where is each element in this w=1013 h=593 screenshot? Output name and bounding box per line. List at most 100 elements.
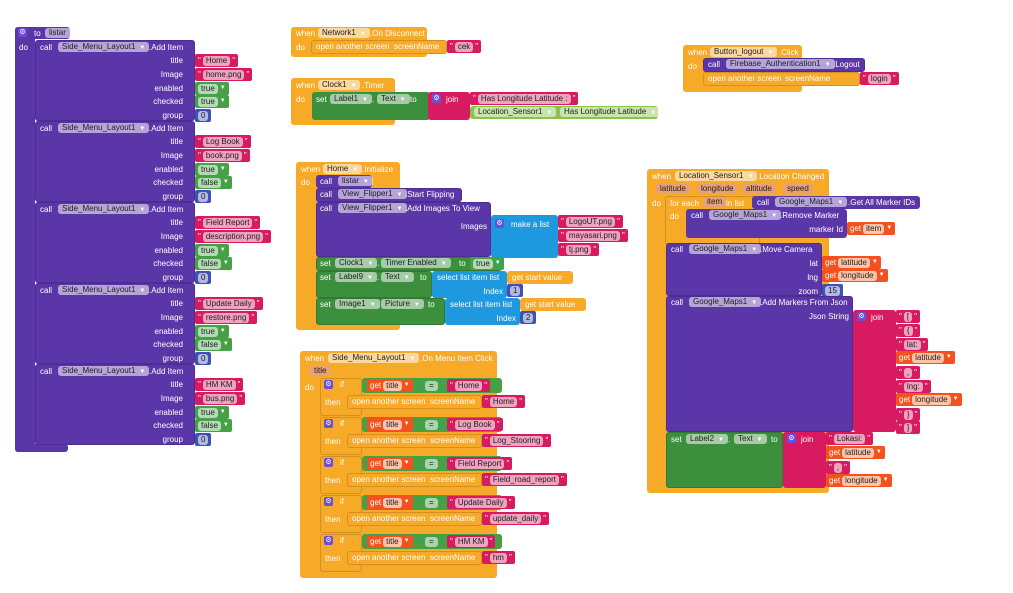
component-dropdown[interactable]: Side_Menu_Layout1 ▼ (58, 366, 150, 376)
text-literal[interactable]: " restore.png " (195, 311, 258, 324)
literal-value[interactable]: LogoUT.png (565, 216, 615, 227)
literal-value[interactable]: lng: (903, 381, 923, 392)
component-dropdown[interactable]: Side_Menu_Layout1 ▼ (58, 204, 150, 214)
number-value[interactable]: 0 (198, 272, 209, 283)
event-parameter[interactable]: longitude (697, 184, 738, 194)
get-variable-block[interactable]: get longitude ▼ (896, 393, 962, 406)
component-dropdown[interactable]: Google_Maps1 ▼ (689, 297, 762, 307)
equals-dropdown[interactable]: = (425, 537, 438, 547)
variable-name[interactable]: longitude (912, 394, 951, 405)
text-literal[interactable]: ", " (896, 366, 920, 379)
text-literal[interactable]: " home.png " (195, 68, 253, 81)
get-variable-block[interactable]: get latitude ▼ (826, 446, 885, 459)
equals-dropdown[interactable]: = (425, 420, 438, 430)
boolean-block[interactable]: false ▼ (195, 419, 232, 432)
equals-dropdown[interactable]: = (425, 459, 438, 469)
boolean-block[interactable]: true ▼ (195, 163, 229, 176)
component-dropdown[interactable]: Firebase_Authentication1 ▼ (726, 59, 835, 69)
open-screen-block[interactable] (347, 434, 482, 448)
text-literal[interactable]: " Home " (447, 379, 491, 392)
mutator-gear-icon[interactable]: ⚙ (18, 28, 27, 37)
literal-value[interactable]: , (903, 367, 913, 378)
property-dropdown[interactable]: Text ▼ (734, 434, 767, 444)
get-variable-block[interactable]: get latitude ▼ (896, 351, 955, 364)
literal-value[interactable]: } (903, 409, 913, 420)
event-parameter[interactable]: speed (783, 184, 813, 194)
number-block[interactable]: 2 (520, 311, 537, 324)
procedure-footer[interactable] (15, 444, 68, 452)
equals-dropdown[interactable]: = (425, 381, 438, 391)
get-start-value-block[interactable] (507, 271, 573, 284)
boolean-block[interactable]: false ▼ (195, 338, 232, 351)
property-dropdown[interactable]: Timer Enabled ▼ (381, 258, 451, 268)
number-block[interactable]: 0 (195, 352, 212, 365)
text-literal[interactable]: " Update Daily " (447, 496, 515, 509)
text-literal[interactable]: "] " (896, 421, 920, 434)
boolean-block[interactable]: true ▼ (195, 406, 229, 419)
boolean-block[interactable]: true ▼ (195, 95, 229, 108)
variable-name[interactable]: longitude (838, 270, 877, 281)
literal-value[interactable]: book.png (202, 150, 242, 161)
text-literal[interactable]: " HM KM " (195, 378, 244, 391)
get-variable-block[interactable]: get longitude ▼ (822, 269, 888, 282)
add-item-call-block[interactable] (35, 283, 195, 364)
literal-value[interactable]: hm (489, 552, 507, 563)
text-literal[interactable]: " cek " (447, 40, 482, 53)
mutator-gear-icon[interactable]: ⚙ (787, 434, 796, 443)
procedure-dropdown[interactable]: listar ▼ (338, 176, 373, 186)
number-value[interactable]: 0 (198, 353, 209, 364)
literal-value[interactable]: Update Daily (202, 298, 255, 309)
variable-name[interactable]: longitude (842, 475, 881, 486)
open-screen-block[interactable] (311, 40, 447, 54)
component-dropdown[interactable]: Google_Maps1 ▼ (709, 210, 782, 220)
text-literal[interactable]: " Has Longitude Latitude : " (470, 92, 579, 105)
text-literal[interactable]: "{" (896, 324, 921, 337)
component-dropdown[interactable]: Side_Menu_Layout1 ▼ (58, 42, 150, 52)
get-variable-block[interactable]: get latitude ▼ (822, 256, 881, 269)
component-dropdown[interactable]: Google_Maps1 ▼ (775, 197, 848, 207)
literal-value[interactable]: tj.png (565, 244, 592, 255)
select-list-item-block[interactable] (432, 271, 507, 298)
boolean-value[interactable]: false (198, 420, 221, 431)
literal-value[interactable]: Has Longitude Latitude : (477, 93, 571, 104)
component-dropdown[interactable]: Image1 ▼ (335, 299, 380, 309)
number-block[interactable]: 1 (507, 284, 524, 297)
number-block[interactable]: 0 (195, 109, 212, 122)
literal-value[interactable]: Field Report (202, 217, 253, 228)
literal-value[interactable]: Field_road_report (489, 474, 559, 485)
literal-value[interactable]: Home (489, 396, 518, 407)
text-literal[interactable]: " description.png " (195, 230, 271, 243)
text-literal[interactable]: " login " (860, 72, 899, 85)
boolean-block[interactable]: false ▼ (195, 257, 232, 270)
property-dropdown[interactable]: Has Longitude Latitude ▼ (560, 107, 661, 117)
literal-value[interactable]: { (903, 325, 913, 336)
literal-value[interactable]: bus.png (202, 393, 238, 404)
open-screen-block[interactable] (347, 473, 482, 487)
text-literal[interactable]: " Field Report " (447, 457, 513, 470)
variable-name[interactable]: title (383, 497, 402, 508)
literal-value[interactable]: Log_Stooring (489, 435, 544, 446)
boolean-value[interactable]: false (198, 258, 221, 269)
component-dropdown[interactable]: View_Flipper1 ▼ (338, 189, 407, 199)
number-value[interactable]: 0 (198, 191, 209, 202)
boolean-value[interactable]: true (198, 83, 218, 94)
text-literal[interactable]: ", " (826, 461, 850, 474)
add-item-call-block[interactable] (35, 40, 195, 121)
component-dropdown[interactable]: Side_Menu_Layout1 ▼ (58, 285, 150, 295)
open-screen-block[interactable] (347, 395, 482, 409)
get-variable-block[interactable]: get longitude ▼ (826, 474, 892, 487)
boolean-value[interactable]: true (198, 407, 218, 418)
number-value[interactable]: 2 (523, 312, 534, 323)
event-parameter[interactable]: latitude (656, 184, 690, 194)
boolean-value[interactable]: false (198, 339, 221, 350)
mutator-gear-icon[interactable]: ⚙ (324, 497, 333, 506)
text-literal[interactable]: " LogoUT.png " (558, 215, 623, 228)
text-literal[interactable]: " book.png " (195, 149, 250, 162)
text-literal[interactable]: " update_daily " (482, 512, 550, 525)
event-parameter[interactable]: altitude (742, 184, 776, 194)
number-block[interactable]: 0 (195, 271, 212, 284)
literal-value[interactable]: mayasari.png (565, 230, 620, 241)
variable-name[interactable]: latitude (912, 352, 944, 363)
event-parameter[interactable]: title (310, 366, 331, 376)
property-dropdown[interactable]: Text ▼ (381, 272, 414, 282)
